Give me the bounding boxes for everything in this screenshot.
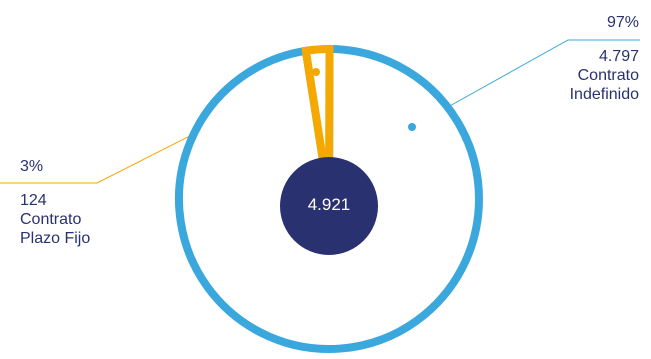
data-label-indefinido: 97% 4.797 Contrato Indefinido xyxy=(570,13,639,104)
label-line1-indefinido: Contrato xyxy=(577,67,639,84)
percent-indefinido: 97% xyxy=(606,14,639,31)
label-line2-plazo-fijo: Plazo Fijo xyxy=(20,230,91,247)
total-value: 4.921 xyxy=(307,195,351,214)
count-plazo-fijo: 124 xyxy=(20,192,47,209)
count-indefinido: 4.797 xyxy=(598,48,639,65)
leader-dot-indefinido xyxy=(408,123,416,131)
leader-dot-plazo-fijo xyxy=(312,68,320,76)
data-label-plazo-fijo: 3% 124 Contrato Plazo Fijo xyxy=(20,157,90,248)
total-circle xyxy=(280,157,378,255)
label-line1-plazo-fijo: Contrato xyxy=(20,211,82,228)
leader-line-indefinido xyxy=(411,39,640,128)
label-line2-indefinido: Indefinido xyxy=(569,86,639,103)
percent-plazo-fijo: 3% xyxy=(20,158,44,175)
